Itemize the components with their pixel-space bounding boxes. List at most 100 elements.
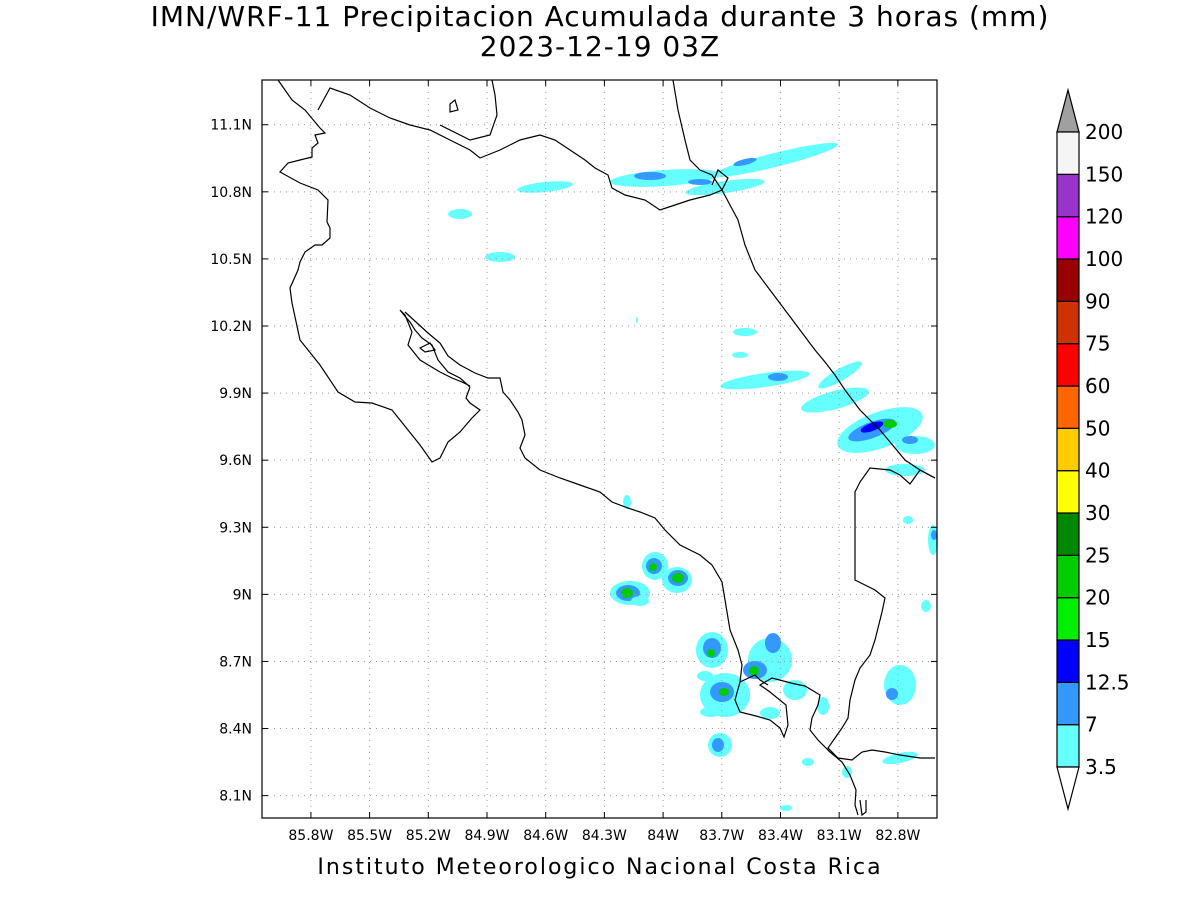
lon-label: 84.6W bbox=[523, 828, 568, 844]
lon-label: 83.4W bbox=[758, 828, 803, 844]
precip-cell bbox=[448, 209, 472, 219]
precip-cell bbox=[621, 588, 633, 598]
colorbar-label: 75 bbox=[1085, 332, 1110, 356]
colorbar-segment bbox=[1056, 639, 1080, 683]
colorbar-segment bbox=[1056, 724, 1080, 768]
lat-label: 11.1N bbox=[210, 118, 252, 134]
colorbar-segment bbox=[1056, 597, 1080, 641]
precip-cell bbox=[517, 181, 573, 193]
precip-cell bbox=[707, 649, 715, 657]
precip-cell bbox=[903, 516, 913, 524]
precip-cell bbox=[886, 688, 898, 700]
precip-cell bbox=[780, 805, 792, 811]
colorbar-label: 30 bbox=[1085, 501, 1110, 525]
panama-border bbox=[827, 467, 936, 761]
precip-cell bbox=[931, 530, 937, 540]
colorbar-segment bbox=[1056, 554, 1080, 599]
lon-label: 82.8W bbox=[875, 828, 920, 844]
precip-cell bbox=[760, 707, 780, 719]
colorbar-segment bbox=[1056, 131, 1080, 175]
lat-label: 9.6N bbox=[219, 453, 252, 469]
precip-cell bbox=[685, 178, 765, 196]
small-island bbox=[449, 98, 459, 113]
colorbar-label: 7 bbox=[1085, 713, 1098, 737]
lon-label: 85.2W bbox=[406, 828, 451, 844]
colorbar-segment bbox=[1056, 300, 1080, 345]
map-date: 2023-12-19 03Z bbox=[479, 30, 721, 63]
precip-cell bbox=[882, 751, 918, 765]
precip-cell bbox=[817, 697, 829, 715]
precip-cell bbox=[802, 758, 814, 766]
osa-peninsula bbox=[739, 674, 769, 686]
lat-label: 8.1N bbox=[219, 789, 252, 805]
colorbar-legend: 3.5 7 12.5 15 20 25 30 40 50 60 75 90 100 120 150 200 bbox=[1056, 87, 1130, 812]
precip-cell bbox=[733, 328, 757, 336]
precip-cell bbox=[672, 573, 684, 583]
precip-cell bbox=[921, 600, 931, 612]
lon-label: 85.5W bbox=[347, 828, 392, 844]
colorbar-label: 100 bbox=[1085, 247, 1123, 271]
precip-cell bbox=[749, 666, 759, 676]
precip-cell bbox=[883, 420, 897, 428]
precip-cell bbox=[902, 436, 918, 444]
lat-label: 10.8N bbox=[210, 185, 252, 201]
colorbar-segment bbox=[1056, 216, 1080, 260]
precip-cell bbox=[712, 738, 724, 752]
precip-cell bbox=[732, 352, 748, 358]
colorbar-label: 15 bbox=[1085, 628, 1110, 652]
precip-cell bbox=[711, 142, 839, 178]
colorbar-label: 20 bbox=[1085, 586, 1110, 610]
colorbar-label: 50 bbox=[1085, 416, 1110, 440]
colorbar-segment bbox=[1056, 343, 1080, 387]
precip-cell bbox=[636, 317, 638, 323]
colorbar-label: 120 bbox=[1085, 205, 1123, 229]
colorbar-segment bbox=[1056, 173, 1080, 218]
caribbean-coast bbox=[672, 79, 936, 479]
colorbar-segment bbox=[1056, 385, 1080, 429]
precip-cell bbox=[860, 421, 884, 433]
colorbar-segment bbox=[1056, 512, 1080, 556]
lon-label: 84W bbox=[647, 828, 679, 844]
precip-cell bbox=[688, 179, 712, 185]
precip-cell bbox=[634, 172, 666, 180]
precip-cell bbox=[485, 252, 515, 262]
colorbar-segment bbox=[1056, 681, 1080, 726]
precip-cell bbox=[631, 596, 649, 606]
chira-island bbox=[418, 342, 437, 353]
lon-label: 83.1W bbox=[817, 828, 862, 844]
colorbar-top-cap bbox=[1056, 87, 1080, 133]
map-frame bbox=[261, 79, 938, 819]
north-border bbox=[317, 87, 729, 211]
precip-cell bbox=[700, 707, 720, 717]
colorbar-label: 40 bbox=[1085, 459, 1110, 483]
lon-label: 85.8W bbox=[288, 828, 333, 844]
coastlines bbox=[277, 79, 936, 817]
precipitation-fields bbox=[448, 142, 938, 811]
pacific-coast bbox=[404, 311, 859, 816]
colorbar-label: 3.5 bbox=[1085, 755, 1117, 779]
institution-footer: Instituto Meteorologico Nacional Costa R… bbox=[317, 855, 883, 880]
colorbar-label: 12.5 bbox=[1085, 670, 1130, 694]
map-title: IMN/WRF-11 Precipitacion Acumulada duran… bbox=[150, 0, 1050, 33]
precip-cell bbox=[733, 157, 757, 167]
colorbar-segment bbox=[1056, 427, 1080, 472]
north-coast-bay bbox=[439, 79, 498, 141]
precip-cell bbox=[719, 688, 729, 696]
precip-cell bbox=[783, 680, 807, 700]
colorbar-segment bbox=[1056, 258, 1080, 302]
lat-label: 10.2N bbox=[210, 319, 252, 335]
colorbar-segment bbox=[1056, 470, 1080, 514]
lon-label: 84.9W bbox=[464, 828, 509, 844]
burica-point bbox=[859, 799, 867, 817]
lat-label: 10.5N bbox=[210, 252, 252, 268]
lat-label: 9.3N bbox=[219, 520, 252, 536]
colorbar-label: 150 bbox=[1085, 162, 1123, 186]
precip-cell bbox=[818, 361, 862, 389]
lat-label: 9.9N bbox=[219, 386, 252, 402]
precip-cell bbox=[649, 563, 657, 571]
precip-cell bbox=[768, 373, 788, 381]
colorbar-label: 60 bbox=[1085, 374, 1110, 398]
precip-cell bbox=[623, 495, 631, 509]
lon-label: 83.7W bbox=[699, 828, 744, 844]
